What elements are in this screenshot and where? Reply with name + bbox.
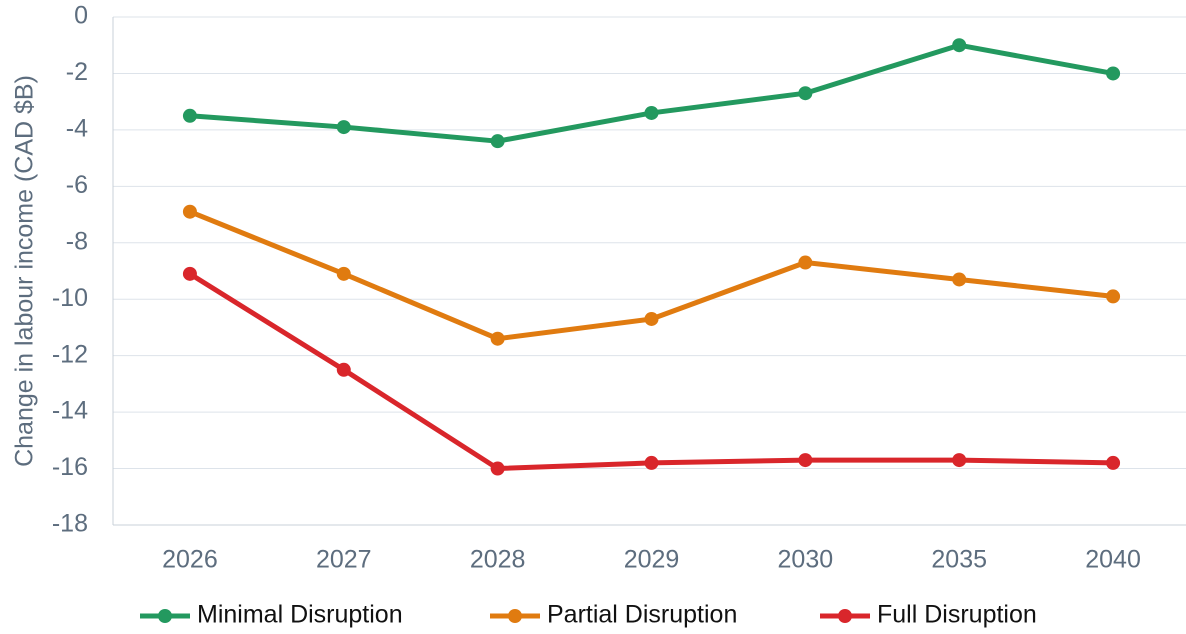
data-point	[490, 331, 505, 346]
x-tick-label: 2035	[931, 546, 987, 574]
x-tick-label: 2026	[162, 546, 218, 574]
data-point	[490, 134, 505, 149]
legend-label: Minimal Disruption	[197, 601, 403, 629]
legend-label: Full Disruption	[877, 601, 1037, 629]
data-point	[1106, 289, 1121, 304]
legend-marker	[508, 609, 522, 623]
data-point	[952, 453, 967, 468]
data-point	[798, 255, 813, 270]
series-line	[189, 42, 1114, 144]
data-point	[798, 453, 813, 468]
y-tick-label: -10	[52, 284, 88, 312]
y-tick-label: -12	[52, 340, 88, 368]
y-tick-label: -8	[66, 227, 88, 255]
data-point	[182, 108, 197, 123]
x-tick-label: 2040	[1085, 546, 1141, 574]
y-axis-label: Change in labour income (CAD $B)	[11, 75, 39, 467]
x-tick-label: 2027	[316, 546, 372, 574]
y-tick-label: 0	[74, 2, 88, 30]
y-tick-label: -18	[52, 510, 88, 538]
x-tick-label: 2028	[470, 546, 526, 574]
y-tick-label: -16	[52, 453, 88, 481]
data-point	[490, 461, 505, 476]
data-point	[644, 311, 659, 326]
y-tick-label: -4	[66, 114, 88, 142]
data-point	[952, 38, 967, 53]
x-tick-label: 2030	[778, 546, 834, 574]
x-tick-label: 2029	[624, 546, 680, 574]
y-tick-label: -2	[66, 58, 88, 86]
data-point	[182, 204, 197, 219]
legend-marker	[158, 609, 172, 623]
data-point	[644, 455, 659, 470]
data-point	[336, 266, 351, 281]
data-point	[336, 362, 351, 377]
legend-marker	[838, 609, 852, 623]
data-point	[1106, 455, 1121, 470]
legend-label: Partial Disruption	[547, 601, 737, 629]
y-tick-label: -14	[52, 397, 88, 425]
data-point	[182, 266, 197, 281]
data-point	[798, 86, 813, 101]
series-line	[188, 271, 1114, 472]
data-point	[336, 120, 351, 135]
y-tick-label: -6	[66, 171, 88, 199]
data-point	[1106, 66, 1121, 81]
data-point	[644, 105, 659, 120]
data-point	[952, 272, 967, 287]
